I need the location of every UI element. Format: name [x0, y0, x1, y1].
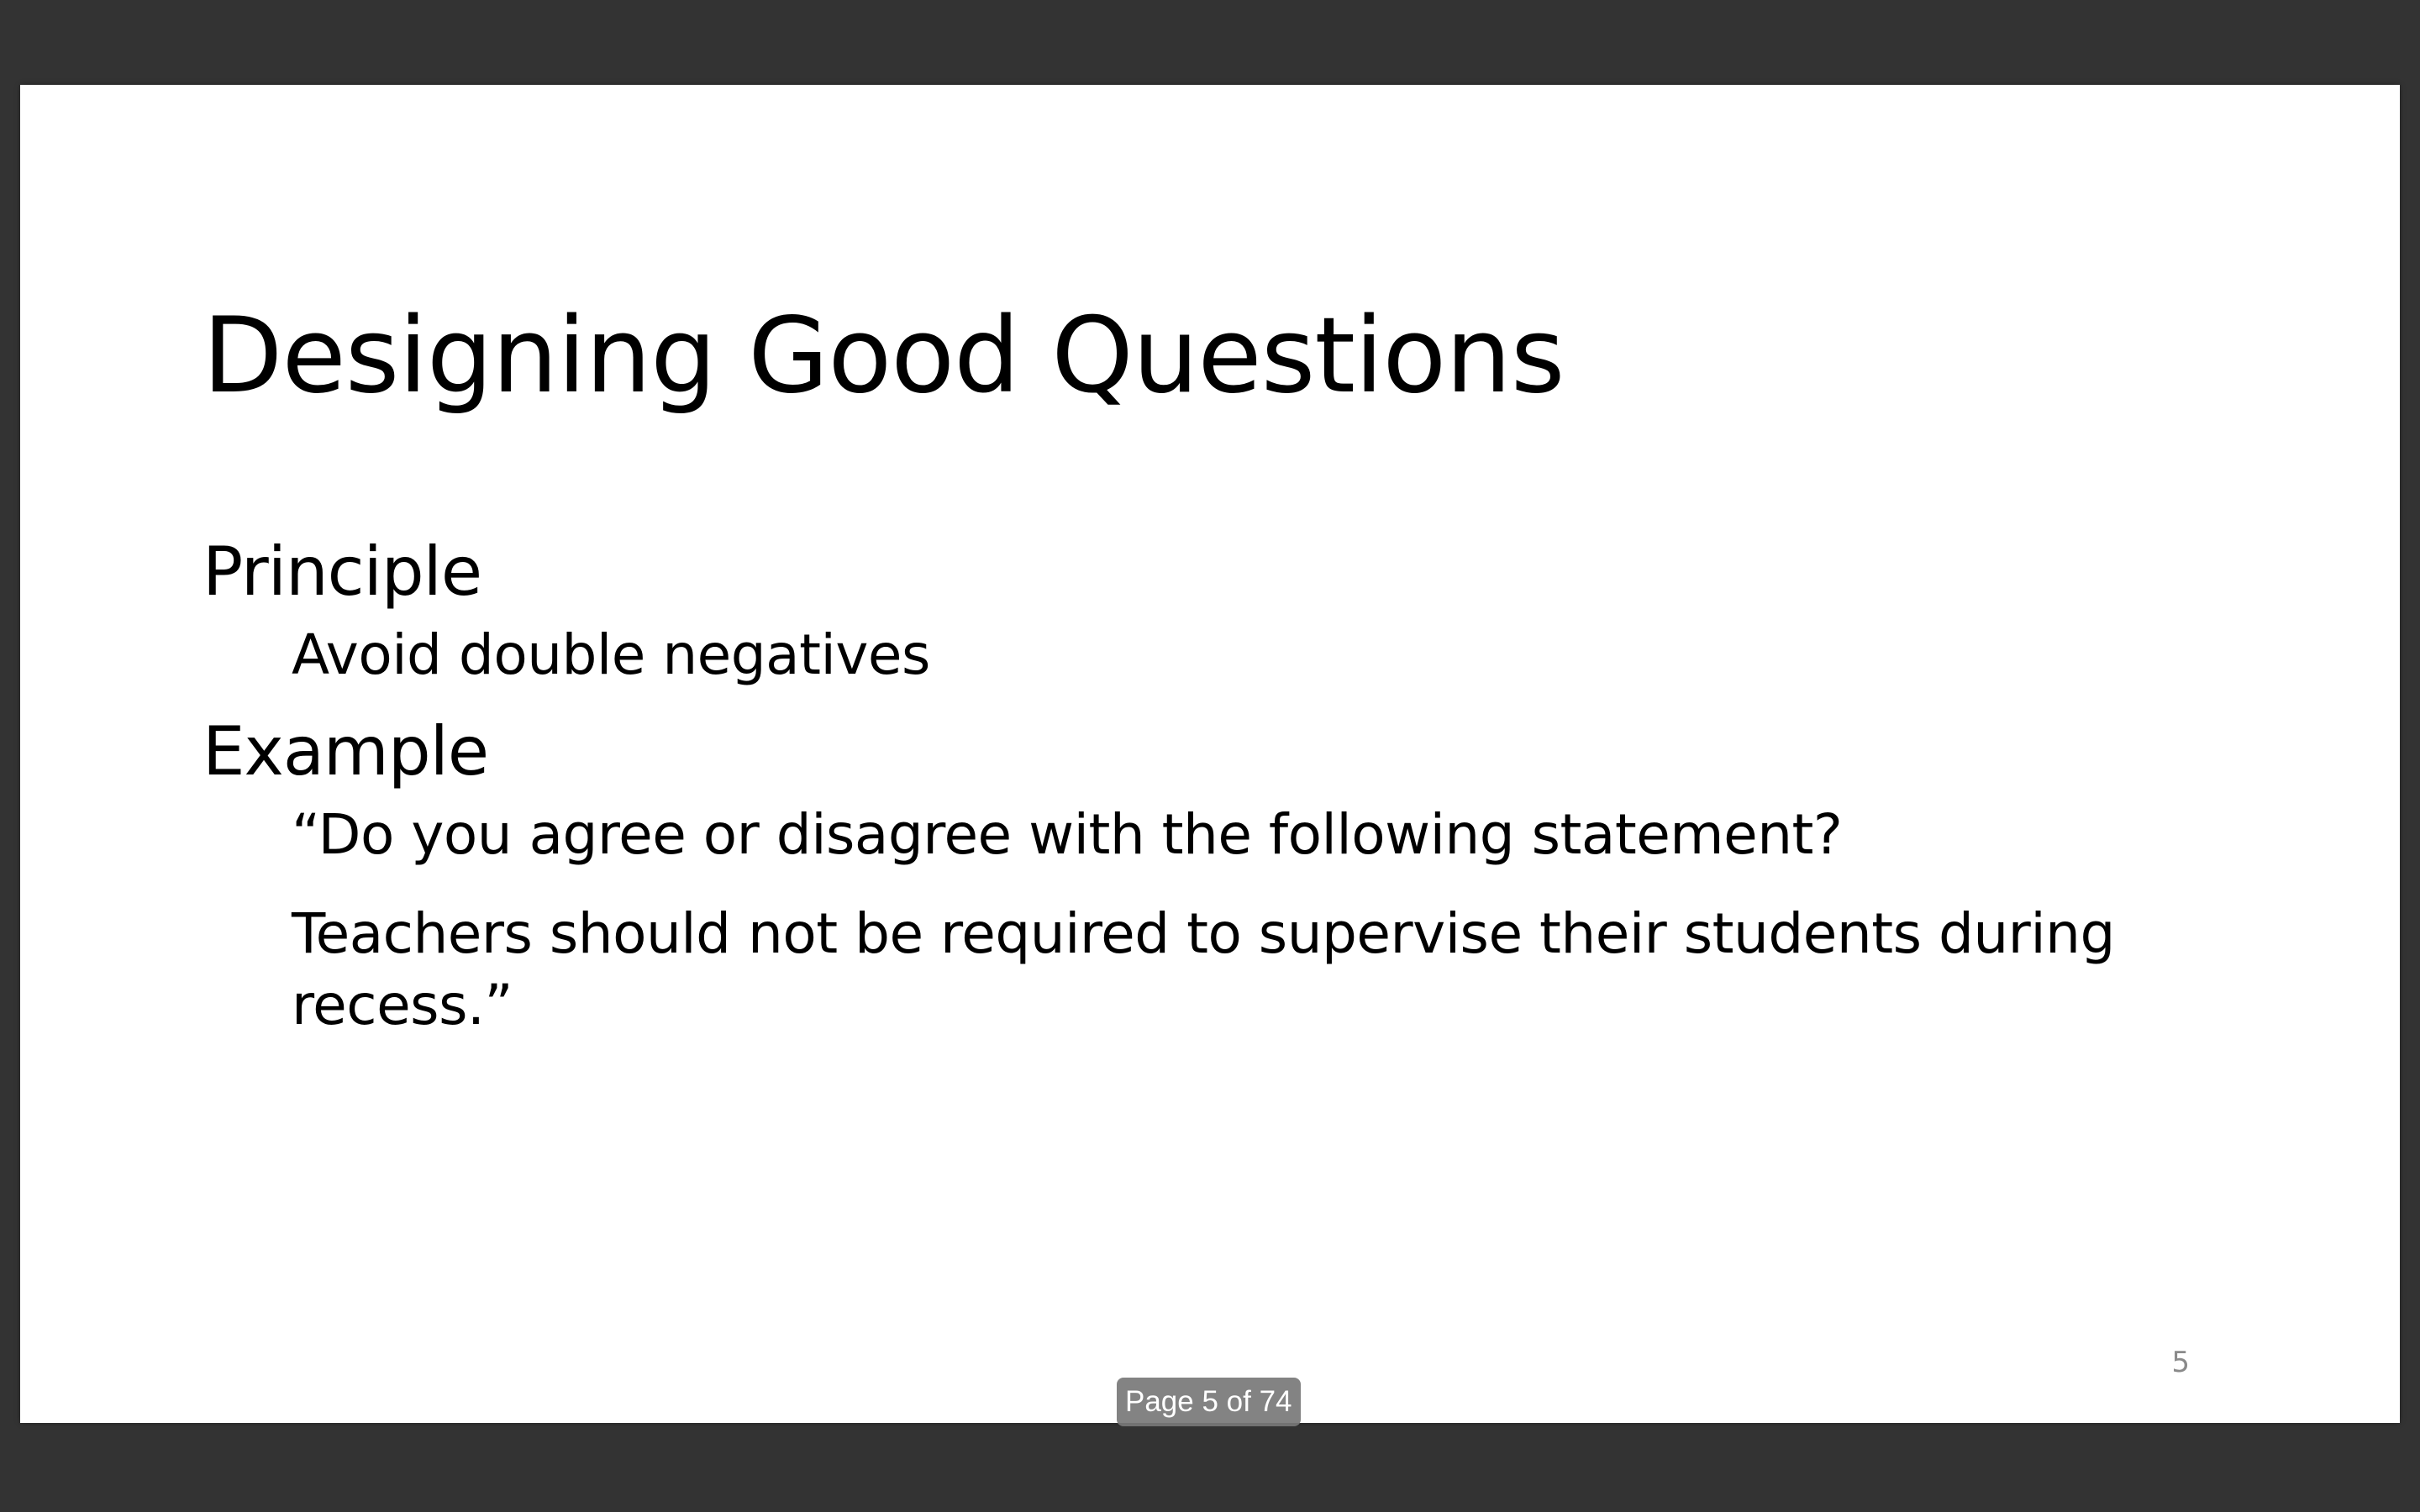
slide-title: Designing Good Questions: [203, 296, 1565, 417]
page-indicator: Page 5 of 74: [1117, 1378, 1301, 1426]
example-statement: Teachers should not be required to super…: [292, 901, 2115, 1037]
example-heading: Example: [203, 712, 489, 791]
slide-body: Principle Avoid double negatives Example…: [203, 534, 2236, 1064]
principle-text: Avoid double negatives: [292, 622, 930, 687]
principle-heading: Principle: [203, 533, 482, 611]
slide-page: Designing Good Questions Principle Avoid…: [20, 85, 2400, 1423]
example-question: “Do you agree or disagree with the follo…: [292, 801, 1843, 867]
slide-number: 5: [2171, 1346, 2190, 1379]
